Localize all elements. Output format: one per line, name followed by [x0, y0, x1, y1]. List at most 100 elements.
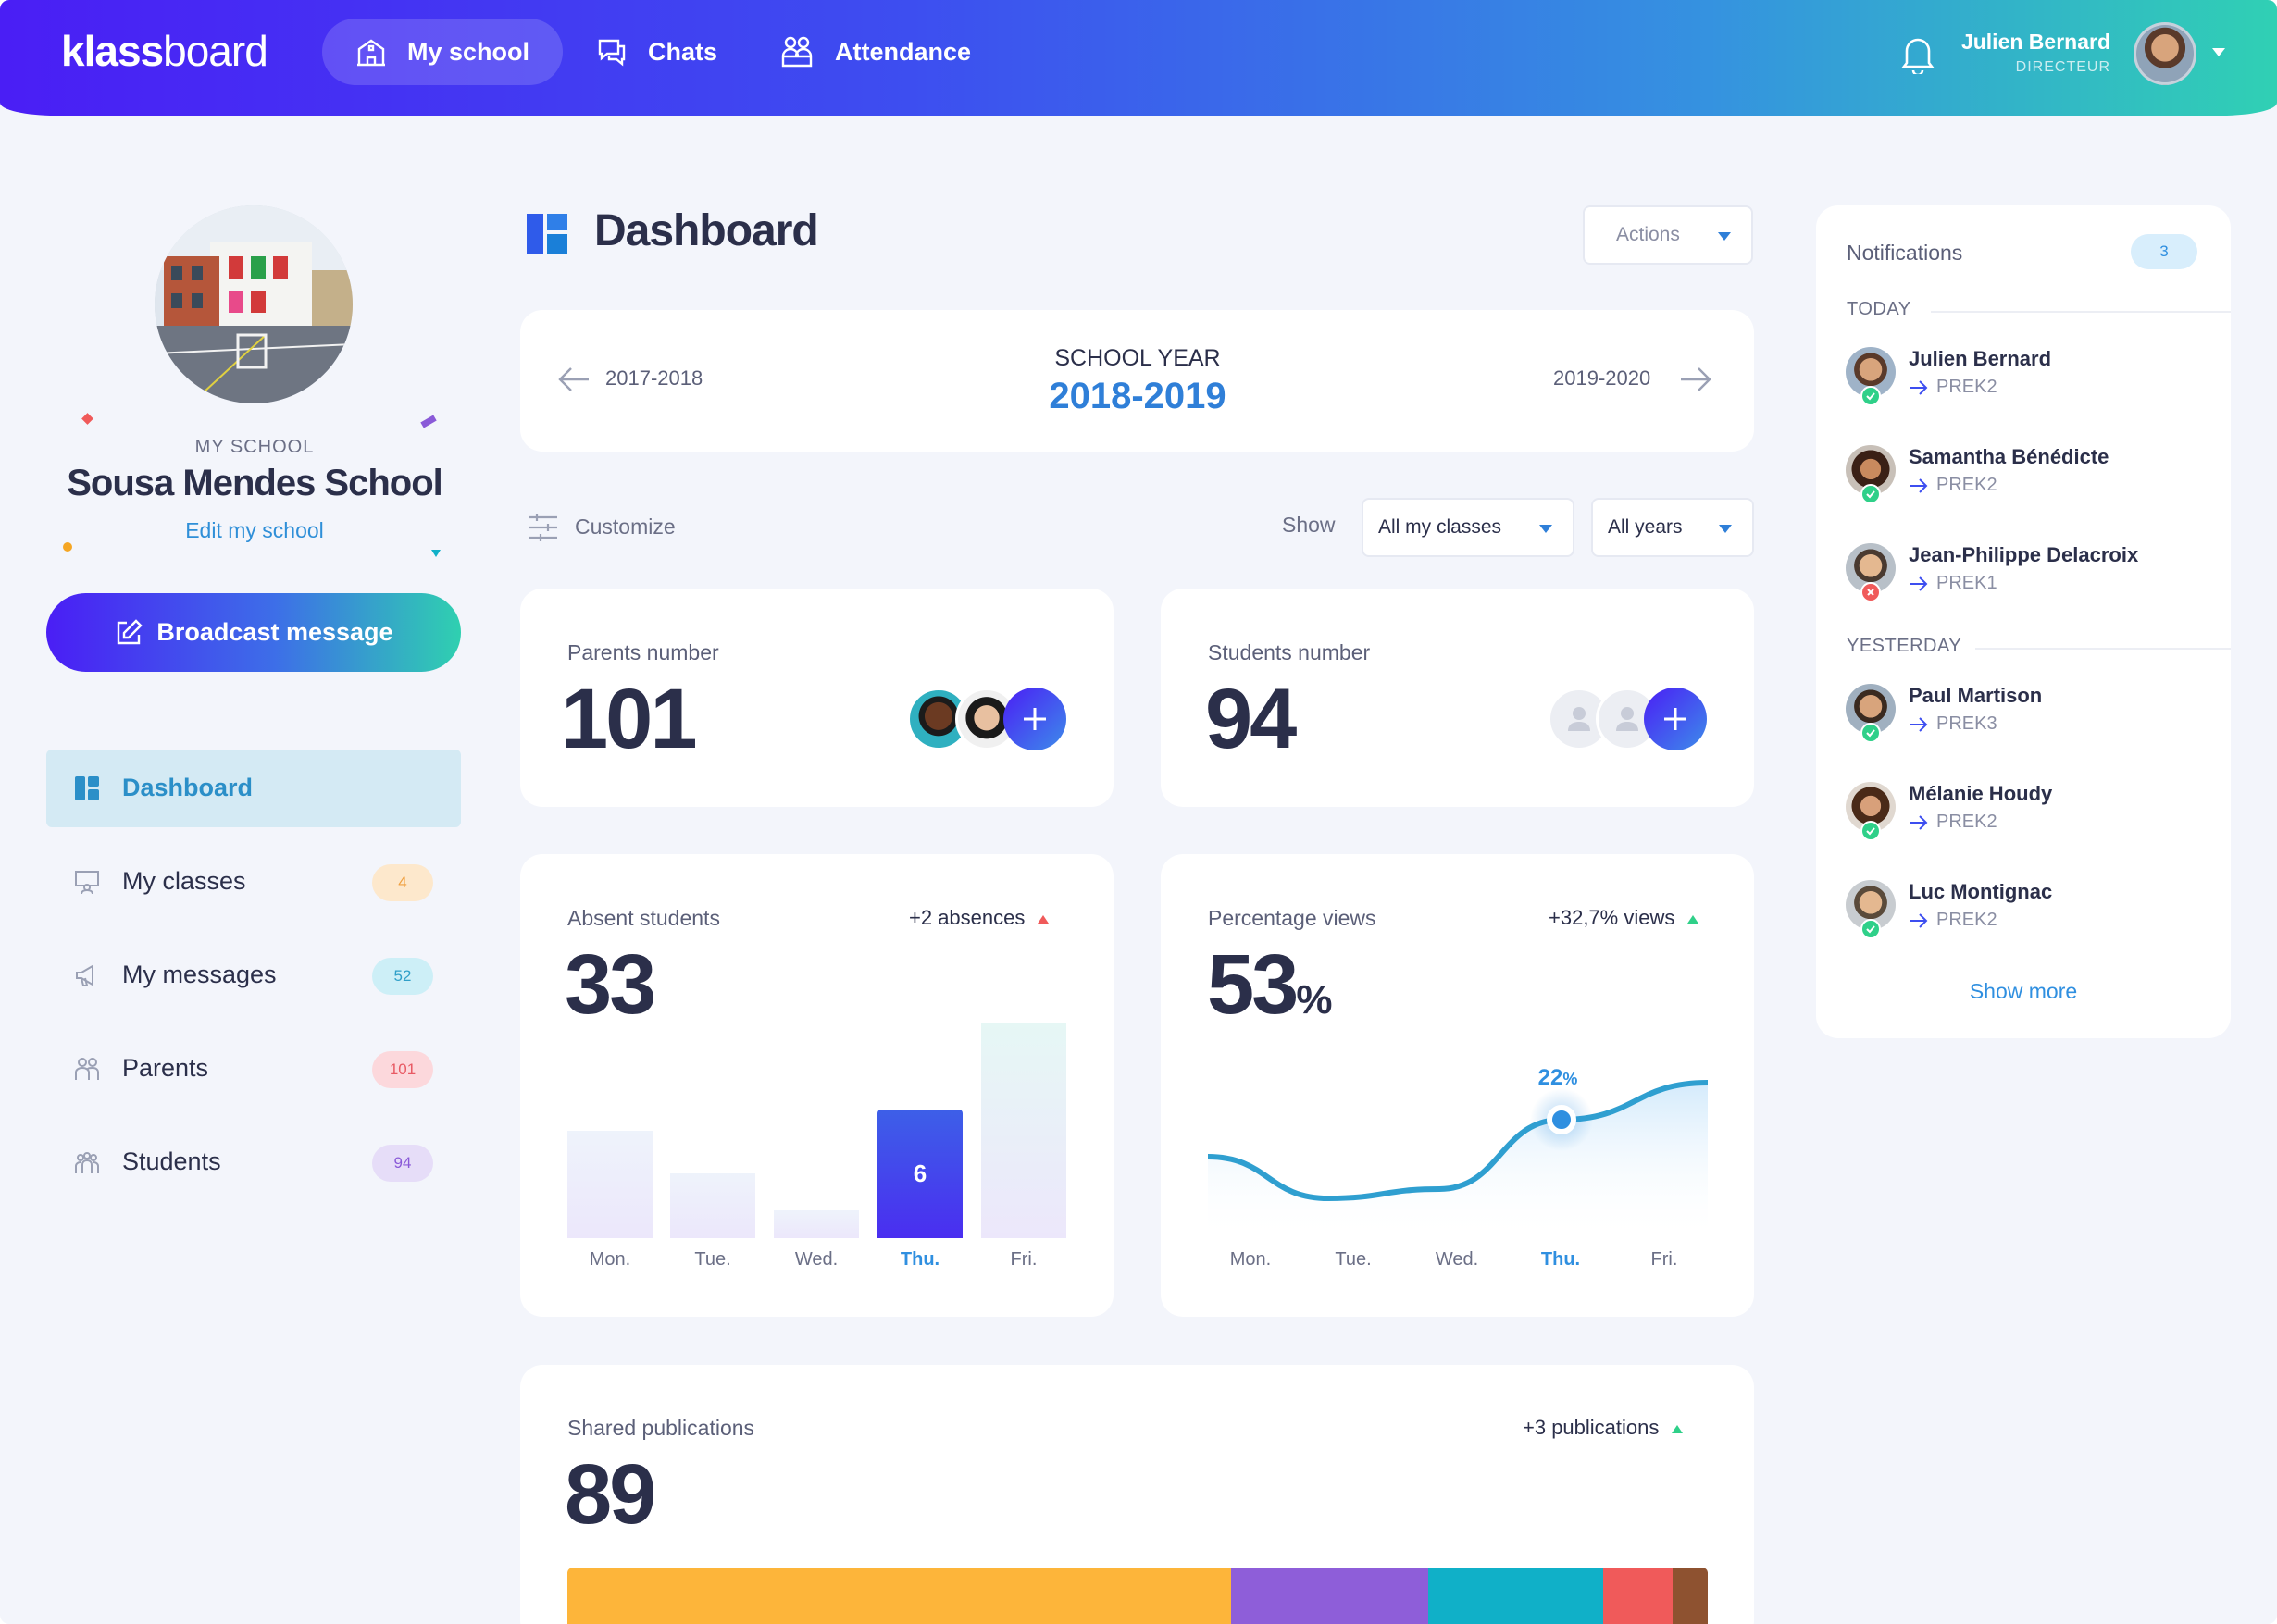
top-navbar: klassboard My school Chats Attendance Ju…: [0, 0, 2277, 116]
sidebar-item-students[interactable]: Students 94: [46, 1123, 461, 1201]
notification-name[interactable]: Luc Montignac: [1909, 880, 2053, 903]
bar-value-label: 6: [913, 1159, 927, 1187]
arrow-right-icon: [1910, 814, 1928, 830]
publication-segment[interactable]: [1602, 1568, 1674, 1624]
day-label: Thu.: [1540, 1249, 1581, 1270]
arrow-right-icon: [1910, 477, 1928, 493]
day-label: Tue.: [1335, 1249, 1372, 1270]
arrow-right-icon[interactable]: [1679, 366, 1712, 393]
confetti-decoration: [81, 413, 93, 425]
confetti-decoration: [420, 415, 437, 428]
percentage-views-value: 53%: [1207, 937, 1333, 1032]
sidebar-item-label: Parents: [122, 1054, 209, 1082]
parents-number-value: 101: [561, 672, 697, 766]
chevron-down-icon: [1539, 525, 1552, 533]
next-year-link[interactable]: 2019-2020: [1553, 366, 1651, 390]
user-menu-caret-icon[interactable]: [2212, 48, 2225, 56]
sidebar-item-my-classes[interactable]: My classes 4: [46, 843, 461, 921]
notification-class: PREK2: [1909, 475, 1997, 496]
nav-attendance[interactable]: Attendance: [746, 19, 1004, 85]
broadcast-message-button[interactable]: Broadcast message: [46, 593, 461, 672]
sidebar-item-label: My messages: [122, 961, 277, 988]
count-badge: 101: [372, 1051, 433, 1088]
check-icon: [1860, 919, 1881, 939]
user-icon: [1616, 707, 1638, 731]
day-label: Tue.: [694, 1249, 731, 1270]
user-name: Julien Bernard: [1960, 30, 2110, 54]
plus-icon: [1664, 708, 1686, 730]
school-year-value: 2018-2019: [1049, 376, 1226, 416]
add-student-button[interactable]: [1644, 688, 1707, 750]
previous-year-link[interactable]: 2017-2018: [605, 366, 703, 390]
school-year-card: [520, 310, 1754, 452]
trend-up-icon: [1038, 914, 1050, 924]
show-label: Show: [1282, 513, 1336, 537]
sidebar-item-my-messages[interactable]: My messages 52: [46, 936, 461, 1014]
publication-segment[interactable]: [1428, 1568, 1603, 1624]
notifications-count-badge: 3: [2131, 234, 2197, 269]
count-badge: 4: [372, 864, 433, 901]
nav-chats[interactable]: Chats: [563, 19, 751, 85]
years-filter-select[interactable]: All years: [1591, 498, 1754, 557]
actions-dropdown[interactable]: Actions: [1583, 205, 1753, 265]
megaphone-icon: [76, 964, 93, 986]
sidebar-item-label: Dashboard: [122, 774, 254, 801]
trend-up-icon: [1672, 1424, 1684, 1433]
confetti-decoration: [431, 550, 441, 557]
publication-segment[interactable]: [1673, 1568, 1708, 1624]
chevron-down-icon: [1719, 525, 1732, 533]
school-icon: [357, 39, 385, 67]
absence-bar[interactable]: [877, 1110, 963, 1238]
nav-my-school[interactable]: My school: [322, 19, 564, 85]
my-school-label: MY SCHOOL: [194, 437, 315, 457]
day-label: Thu.: [900, 1249, 940, 1270]
students-icon: [75, 1152, 99, 1173]
absent-students-value: 33: [565, 937, 656, 1032]
check-icon: [1860, 484, 1881, 504]
school-year-label: SCHOOL YEAR: [1054, 345, 1221, 371]
notification-class: PREK2: [1909, 910, 1997, 931]
page-title: Dashboard: [594, 206, 819, 255]
section-divider: [1931, 311, 2231, 313]
sliders-icon[interactable]: [528, 512, 559, 543]
notification-name[interactable]: Jean-Philippe Delacroix: [1909, 543, 2139, 566]
views-data-point[interactable]: [1547, 1105, 1576, 1134]
views-point-label: 22%: [1538, 1065, 1578, 1090]
notification-name[interactable]: Mélanie Houdy: [1909, 782, 2053, 805]
notification-name[interactable]: Julien Bernard: [1909, 347, 2052, 370]
publication-segment[interactable]: [1230, 1568, 1429, 1624]
classes-filter-select[interactable]: All my classes: [1362, 498, 1574, 557]
cross-icon: [1860, 582, 1881, 602]
edit-school-link[interactable]: Edit my school: [185, 518, 324, 542]
show-more-link[interactable]: Show more: [1969, 979, 2078, 1003]
notification-name[interactable]: Paul Martison: [1909, 684, 2043, 707]
publications-stacked-bar: [567, 1568, 1708, 1624]
section-divider: [1975, 648, 2231, 650]
school-name: Sousa Mendes School: [67, 463, 443, 503]
notification-class: PREK1: [1909, 573, 1997, 594]
shared-publications-value: 89: [565, 1447, 656, 1542]
bell-icon[interactable]: [1901, 33, 1935, 74]
sidebar-item-parents[interactable]: Parents 101: [46, 1030, 461, 1108]
user-avatar[interactable]: [2134, 22, 2196, 85]
absence-bar[interactable]: [670, 1173, 755, 1238]
check-icon: [1860, 386, 1881, 406]
notification-class: PREK2: [1909, 377, 1997, 398]
customize-button[interactable]: Customize: [575, 514, 676, 539]
attendance-icon: [781, 36, 813, 68]
absence-bar[interactable]: [567, 1131, 653, 1238]
student-avatar-placeholder: [1548, 688, 1611, 750]
edit-icon: [118, 618, 143, 644]
students-number-value: 94: [1205, 672, 1297, 766]
absence-bar[interactable]: [774, 1210, 859, 1238]
notification-name[interactable]: Samantha Bénédicte: [1909, 445, 2109, 468]
add-parent-button[interactable]: [1003, 688, 1066, 750]
check-icon: [1860, 723, 1881, 743]
app-logo[interactable]: klassboard: [61, 27, 268, 75]
sidebar-item-dashboard[interactable]: Dashboard: [46, 750, 461, 827]
publication-segment[interactable]: [567, 1568, 1231, 1624]
absence-bar[interactable]: [981, 1023, 1066, 1238]
sidebar-item-label: My classes: [122, 867, 246, 895]
arrow-left-icon[interactable]: [557, 366, 591, 393]
